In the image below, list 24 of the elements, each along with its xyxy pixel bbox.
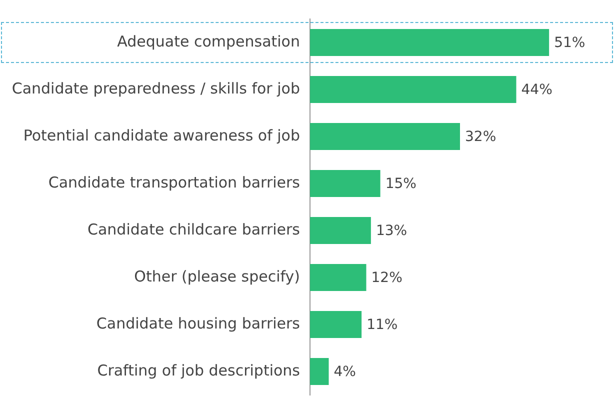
y-tick-label: Other (please specify) — [134, 267, 300, 286]
data-label: 4% — [334, 364, 356, 380]
y-tick-label: Candidate preparedness / skills for job — [12, 79, 300, 98]
data-label: 11% — [366, 317, 398, 334]
bar — [310, 358, 329, 386]
y-tick-label: Potential candidate awareness of job — [23, 126, 300, 144]
data-label: 51% — [554, 35, 586, 52]
data-label: 15% — [385, 176, 416, 192]
data-label: 12% — [371, 270, 402, 286]
bar — [310, 264, 366, 292]
bar — [310, 310, 362, 338]
data-label: 32% — [465, 129, 496, 146]
y-tick-label: Candidate housing barriers — [96, 314, 300, 332]
data-label: 44% — [521, 82, 552, 98]
y-tick-label: Adequate compensation — [117, 32, 300, 50]
data-label: 13% — [376, 223, 408, 240]
bar — [310, 122, 460, 150]
y-tick-label: Candidate transportation barriers — [48, 173, 300, 192]
bar — [310, 170, 380, 198]
y-tick-label: Candidate childcare barriers — [88, 220, 300, 238]
bar — [310, 76, 516, 104]
bar — [310, 28, 550, 56]
y-tick-label: Crafting of job descriptions — [97, 361, 300, 380]
bar — [310, 216, 371, 244]
